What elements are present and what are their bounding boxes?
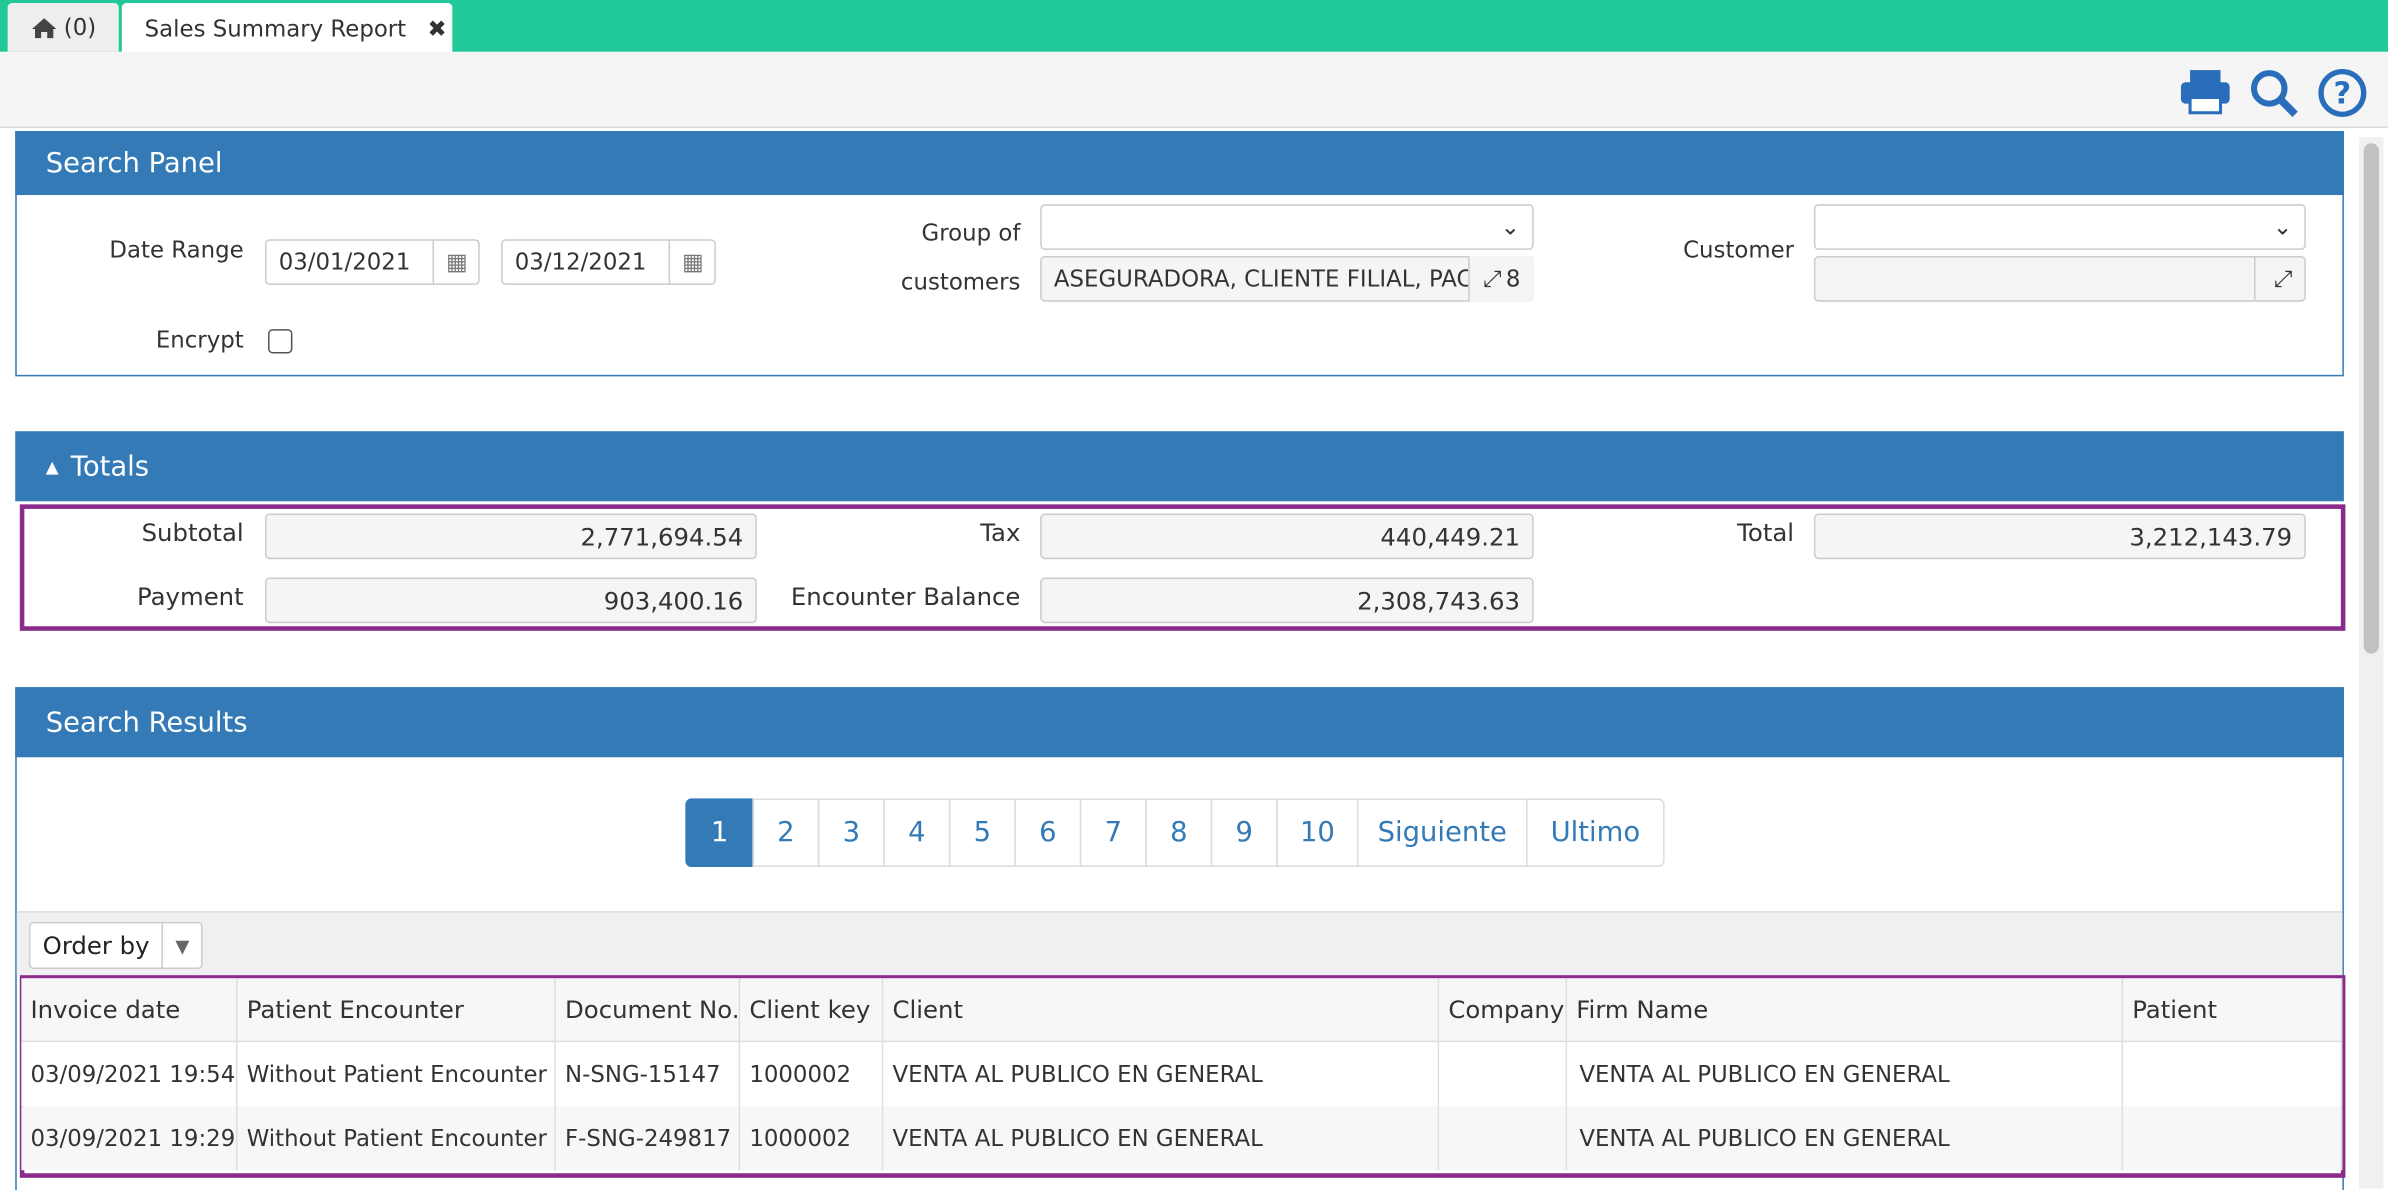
- page-link[interactable]: 3: [817, 798, 885, 867]
- scrollbar: [2359, 137, 2384, 1189]
- table-cell: [2123, 1106, 2343, 1171]
- tab-label: (0): [63, 13, 97, 42]
- column-header[interactable]: Patient: [2123, 978, 2343, 1043]
- order-bar: [16, 911, 2343, 976]
- date-input[interactable]: 03/12/2021: [501, 239, 716, 285]
- total-value: 440,449.21: [1040, 513, 1534, 560]
- table-cell: VENTA AL PUBLICO EN GENERAL: [883, 1106, 1440, 1171]
- column-header[interactable]: Patient Encounter: [237, 978, 556, 1043]
- group-value: ASEGURADORA, CLIENTE FILIAL, PAC: [1053, 265, 1473, 293]
- calendar-icon[interactable]: ▦: [668, 239, 716, 285]
- table-cell: 1000002: [740, 1042, 884, 1107]
- table-cell: [1439, 1106, 1568, 1171]
- page-link[interactable]: 1: [685, 798, 754, 867]
- page-link[interactable]: 2: [752, 798, 820, 867]
- panel-title: Search Results: [15, 687, 2344, 758]
- date-value: 03/12/2021: [514, 248, 647, 276]
- field-label: Total: [1737, 518, 1795, 548]
- svg-text:?: ?: [2334, 77, 2352, 112]
- total-value: 903,400.16: [265, 577, 757, 624]
- table-cell: VENTA AL PUBLICO EN GENERAL: [1567, 1042, 2124, 1107]
- table-cell: N-SNG-15147: [555, 1042, 741, 1107]
- total-value: 2,308,743.63: [1040, 577, 1534, 624]
- order-by-label: Order by: [30, 923, 164, 968]
- table-cell: 03/09/2021 19:29: [21, 1106, 238, 1171]
- order-by-button[interactable]: Order by ▼: [28, 921, 203, 970]
- table-cell: [1439, 1042, 1568, 1107]
- column-header[interactable]: Client key: [740, 978, 884, 1043]
- column-header[interactable]: Client: [883, 978, 1440, 1043]
- page-link[interactable]: 9: [1210, 798, 1278, 867]
- page-link[interactable]: 10: [1276, 798, 1359, 867]
- total-value: 2,771,694.54: [265, 513, 757, 560]
- table-cell: Without Patient Encounter: [237, 1106, 556, 1171]
- total-value: 3,212,143.79: [1813, 513, 2306, 560]
- page-link[interactable]: 6: [1014, 798, 1082, 867]
- group-input: ASEGURADORA, CLIENTE FILIAL, PAC: [1040, 255, 1534, 302]
- table-cell: 1000002: [740, 1106, 884, 1171]
- table-cell: [2123, 1042, 2343, 1107]
- page-link[interactable]: 7: [1079, 798, 1147, 867]
- highlight-box: [19, 504, 2346, 631]
- panel-title: Totals: [70, 450, 150, 483]
- page-link[interactable]: Ultimo: [1526, 798, 1665, 867]
- search-icon[interactable]: [2248, 67, 2300, 119]
- field-label: Encrypt: [155, 326, 244, 354]
- column-header[interactable]: Firm Name: [1567, 978, 2124, 1043]
- column-header[interactable]: Invoice date: [21, 978, 238, 1043]
- select[interactable]: ⌄: [1040, 204, 1534, 250]
- field-label: Customer: [1683, 236, 1795, 264]
- toolbar: [0, 51, 2388, 128]
- field-label: Tax: [980, 518, 1021, 548]
- field-label: Group of customers: [900, 219, 1021, 296]
- expand-button[interactable]: ⤢ 8: [1468, 255, 1534, 302]
- select[interactable]: ⌄: [1813, 204, 2306, 250]
- help-icon[interactable]: ?: [2316, 67, 2368, 119]
- calendar-icon[interactable]: ▦: [432, 239, 480, 285]
- table-cell: F-SNG-249817: [555, 1106, 741, 1171]
- column-header[interactable]: Document No.: [555, 978, 741, 1043]
- panel-title: Search Panel: [15, 131, 2344, 196]
- page-link[interactable]: Siguiente: [1356, 798, 1528, 867]
- home-tab[interactable]: (0): [7, 3, 119, 52]
- table-cell: Without Patient Encounter: [237, 1042, 556, 1107]
- field-label: Encounter Balance: [790, 582, 1021, 612]
- checkbox[interactable]: [268, 329, 293, 354]
- field-label: Payment: [136, 582, 244, 612]
- home-icon: [31, 17, 57, 38]
- customer-input[interactable]: ⤢: [1813, 255, 2306, 302]
- field-label: Subtotal: [141, 518, 244, 548]
- page-link[interactable]: 8: [1145, 798, 1213, 867]
- field-label: Date Range: [109, 236, 244, 264]
- page-link[interactable]: 5: [948, 798, 1016, 867]
- table-cell: VENTA AL PUBLICO EN GENERAL: [1567, 1106, 2124, 1171]
- tab-label: Sales Summary Report: [144, 14, 407, 42]
- report-tab[interactable]: Sales Summary Report ✖: [121, 3, 453, 54]
- page-link[interactable]: 4: [883, 798, 951, 867]
- date-value: 03/01/2021: [278, 248, 411, 276]
- close-icon[interactable]: ✖: [427, 14, 447, 42]
- totals-title: ▲ Totals: [15, 431, 2344, 502]
- group-count: 8: [1505, 265, 1521, 293]
- table-cell: VENTA AL PUBLICO EN GENERAL: [883, 1042, 1440, 1107]
- print-icon[interactable]: [2178, 67, 2233, 116]
- table-cell: 03/09/2021 19:54: [21, 1042, 238, 1107]
- date-input[interactable]: 03/01/2021: [265, 239, 480, 285]
- column-header[interactable]: Company: [1439, 978, 1568, 1043]
